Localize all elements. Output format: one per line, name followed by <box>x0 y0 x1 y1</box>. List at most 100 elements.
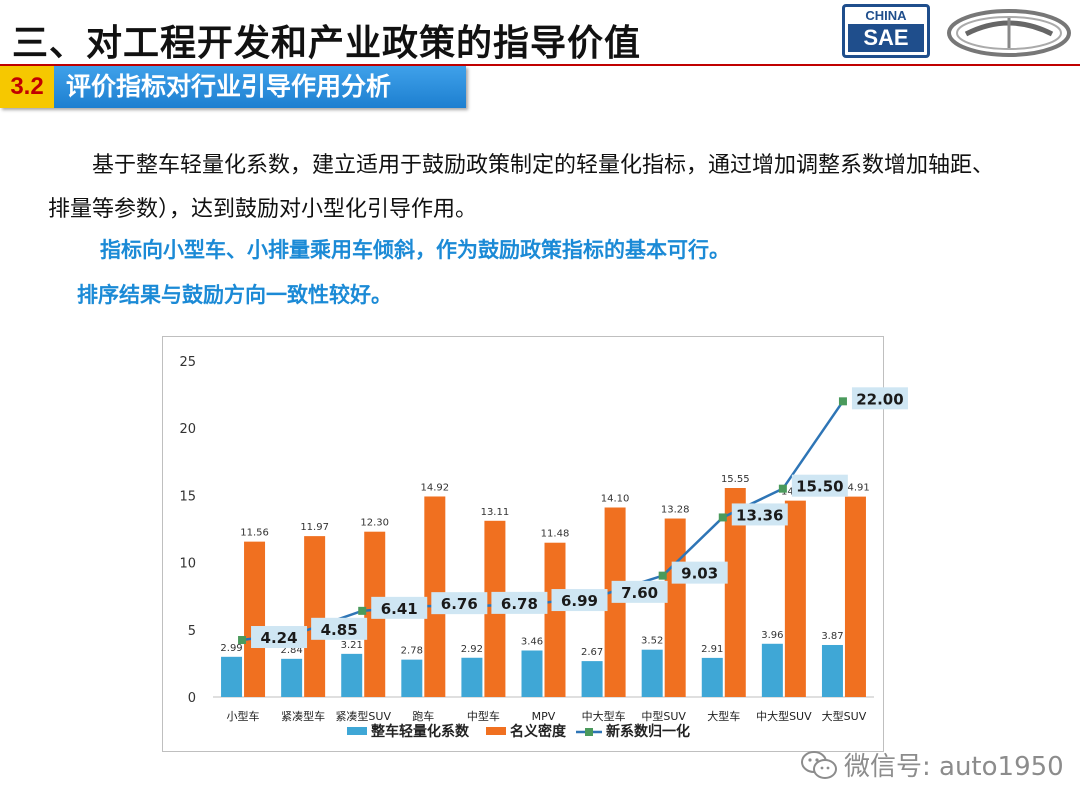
bar-nominal-density-10 <box>844 496 866 697</box>
logo-top-text: CHINA <box>865 8 907 23</box>
label-normalized-coef-4: 6.78 <box>501 595 538 613</box>
bar-lightweight-coef-9 <box>761 643 783 697</box>
label-box-normalized-coef-3 <box>431 592 488 615</box>
section-bar <box>0 66 466 108</box>
bar-nominal-density-1 <box>304 536 326 697</box>
x-tick-label-3: 跑车 <box>412 709 434 723</box>
label-normalized-coef-2: 6.41 <box>381 600 418 618</box>
label-nominal-density-1: 11.97 <box>300 522 329 533</box>
bar-nominal-density-5 <box>544 542 566 697</box>
bar-lightweight-coef-5 <box>521 650 543 697</box>
legend-label-normalized-coef: 新系数归一化 <box>606 723 690 740</box>
bar-lightweight-coef-4 <box>461 657 483 697</box>
label-lightweight-coef-9: 3.96 <box>761 630 783 641</box>
x-tick-label-2: 紧凑型SUV <box>335 709 391 723</box>
legend-swatch-nominal-density <box>486 727 506 735</box>
section-number: 3.2 <box>0 66 54 108</box>
legend-marker-normalized-coef <box>585 728 593 736</box>
marker-normalized-coef-0 <box>238 636 247 645</box>
y-tick-label-0: 0 <box>188 691 196 706</box>
wechat-id-text: 微信号: auto1950 <box>844 752 1064 782</box>
bar-lightweight-coef-1 <box>281 658 303 697</box>
bar-lightweight-coef-6 <box>581 661 603 697</box>
label-normalized-coef-5: 6.99 <box>561 592 598 610</box>
label-lightweight-coef-5: 3.46 <box>521 636 543 647</box>
label-box-normalized-coef-4 <box>491 591 548 614</box>
y-tick-label-4: 20 <box>179 422 196 437</box>
x-tick-label-8: 大型车 <box>707 709 740 723</box>
marker-normalized-coef-7 <box>658 571 667 580</box>
label-normalized-coef-8: 13.36 <box>736 506 783 524</box>
legend-label-lightweight-coef: 整车轻量化系数 <box>370 723 470 740</box>
x-tick-label-0: 小型车 <box>227 709 260 723</box>
x-tick-label-10: 大型SUV <box>822 709 867 723</box>
bar-nominal-density-7 <box>664 518 686 697</box>
label-normalized-coef-3: 6.76 <box>441 595 478 613</box>
page-title: 三、对工程开发和产业政策的指导价值 <box>12 23 642 64</box>
label-lightweight-coef-6: 2.67 <box>581 647 603 658</box>
bar-lightweight-coef-0 <box>221 656 243 697</box>
label-nominal-density-2: 12.30 <box>360 518 389 529</box>
bar-lightweight-coef-10 <box>821 644 843 697</box>
label-normalized-coef-1: 4.85 <box>321 621 358 639</box>
bar-lightweight-coef-8 <box>701 657 723 697</box>
label-lightweight-coef-1: 2.84 <box>281 645 303 656</box>
section-title: 评价指标对行业引导作用分析 <box>66 72 392 101</box>
bar-lightweight-coef-7 <box>641 649 663 697</box>
wechat-watermark: 微信号: auto1950 <box>800 746 1064 783</box>
label-box-normalized-coef-6 <box>611 580 668 603</box>
label-normalized-coef-10: 22.00 <box>856 390 903 408</box>
label-lightweight-coef-4: 2.92 <box>461 644 483 655</box>
y-tick-label-1: 5 <box>188 624 196 639</box>
label-lightweight-coef-0: 2.99 <box>220 643 242 654</box>
marker-normalized-coef-8 <box>718 513 727 522</box>
marker-normalized-coef-9 <box>778 484 787 493</box>
header-divider <box>0 64 1080 66</box>
bar-lightweight-coef-3 <box>401 659 423 697</box>
label-nominal-density-0: 11.56 <box>240 528 269 539</box>
label-lightweight-coef-2: 3.21 <box>341 640 363 651</box>
x-tick-label-9: 中大型SUV <box>756 709 812 723</box>
marker-normalized-coef-10 <box>838 397 847 406</box>
label-nominal-density-7: 13.28 <box>661 505 690 516</box>
label-lightweight-coef-7: 3.52 <box>641 636 663 647</box>
marker-normalized-coef-2 <box>358 606 367 615</box>
label-lightweight-coef-3: 2.78 <box>401 646 423 657</box>
label-normalized-coef-0: 4.24 <box>261 629 298 647</box>
brand-emblem-icon <box>947 9 1071 57</box>
bar-nominal-density-8 <box>724 488 746 697</box>
label-lightweight-coef-8: 2.91 <box>701 644 723 655</box>
label-nominal-density-10: 14.91 <box>841 483 870 494</box>
highlight-point-1: 指标向小型车、小排量乘用车倾斜，作为鼓励政策指标的基本可行。 <box>100 238 730 262</box>
label-box-normalized-coef-1 <box>311 617 368 640</box>
label-nominal-density-3: 14.92 <box>420 482 449 493</box>
y-tick-label-3: 15 <box>179 489 196 504</box>
wechat-icon <box>801 750 837 779</box>
label-nominal-density-4: 13.11 <box>481 507 510 518</box>
label-box-normalized-coef-5 <box>551 589 608 612</box>
bar-lightweight-coef-2 <box>341 653 363 697</box>
y-tick-label-5: 25 <box>179 355 196 370</box>
label-box-normalized-coef-2 <box>371 596 428 619</box>
x-tick-label-1: 紧凑型车 <box>281 709 325 723</box>
y-tick-label-2: 10 <box>179 557 196 572</box>
label-normalized-coef-7: 9.03 <box>681 565 718 583</box>
legend-label-nominal-density: 名义密度 <box>510 723 567 740</box>
label-box-normalized-coef-0 <box>251 626 308 649</box>
logo-bottom-text: SAE <box>848 24 924 52</box>
label-normalized-coef-9: 15.50 <box>796 478 843 496</box>
label-box-normalized-coef-10 <box>851 387 908 410</box>
x-tick-label-7: 中型SUV <box>641 709 686 723</box>
x-tick-label-4: 中型车 <box>467 709 500 723</box>
label-nominal-density-8: 15.55 <box>721 474 750 485</box>
highlight-point-2: 排序结果与鼓励方向一致性较好。 <box>77 283 392 307</box>
label-box-normalized-coef-7 <box>671 561 728 584</box>
label-normalized-coef-6: 7.60 <box>621 584 658 602</box>
x-tick-label-5: MPV <box>532 710 556 723</box>
china-sae-logo: CHINA SAE <box>842 4 930 58</box>
bar-nominal-density-9 <box>784 500 806 697</box>
bar-nominal-density-0 <box>244 541 266 697</box>
body-paragraph: 基于整车轻量化系数，建立适用于鼓励政策制定的轻量化指标，通过增加调整系数增加轴距… <box>48 153 995 222</box>
x-tick-label-6: 中大型车 <box>582 709 626 723</box>
label-box-normalized-coef-9 <box>791 474 848 497</box>
